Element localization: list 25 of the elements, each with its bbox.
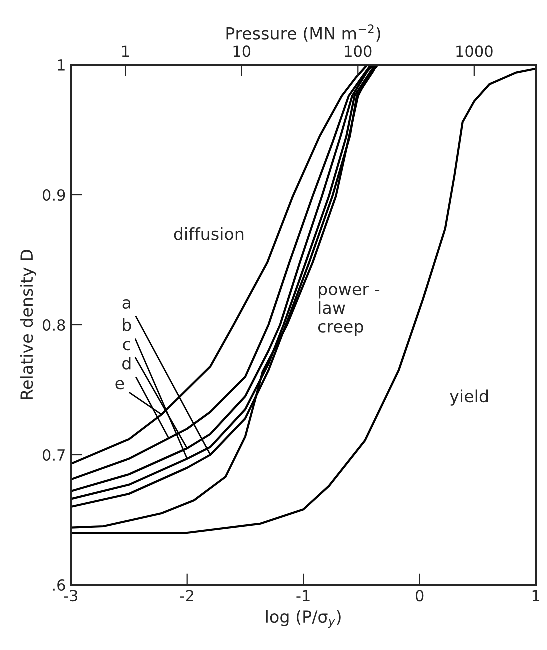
x-axis-title: log (P/σ$_{y}$) xyxy=(266,610,341,628)
x-tick-label: 0 xyxy=(416,590,424,602)
annotation: b xyxy=(123,318,132,332)
x2-tick-label: 10 xyxy=(234,46,251,58)
annotation: power - law creep xyxy=(318,286,380,336)
y-tick-label: 0.9 xyxy=(42,189,66,202)
x2-tick-label: 1000 xyxy=(456,46,493,58)
x-tick-label: 1 xyxy=(532,590,540,602)
y-tick-label: 0.7 xyxy=(42,449,65,462)
y-axis-title: Relative density D xyxy=(20,250,36,400)
x2-tick-label: 100 xyxy=(345,46,372,58)
x-tick-label: -2 xyxy=(180,590,194,602)
x2-tick-label: 1 xyxy=(122,46,130,57)
x-tick-label: -3 xyxy=(64,590,78,602)
annotation: c xyxy=(123,341,130,351)
annotation: a xyxy=(122,299,130,310)
y-tick-label: 0.8 xyxy=(42,319,66,332)
annotation: yield xyxy=(450,390,488,406)
y-tick-label: 1 xyxy=(58,60,65,71)
annotation: diffusion xyxy=(174,227,244,240)
annotation: e xyxy=(116,380,124,390)
x2-axis-title: Pressure (MN m$^{−2}$) xyxy=(226,24,380,42)
x-tick-label: -1 xyxy=(296,590,310,602)
y-tick-label: .6 xyxy=(53,579,66,592)
annotation: d xyxy=(122,356,131,370)
